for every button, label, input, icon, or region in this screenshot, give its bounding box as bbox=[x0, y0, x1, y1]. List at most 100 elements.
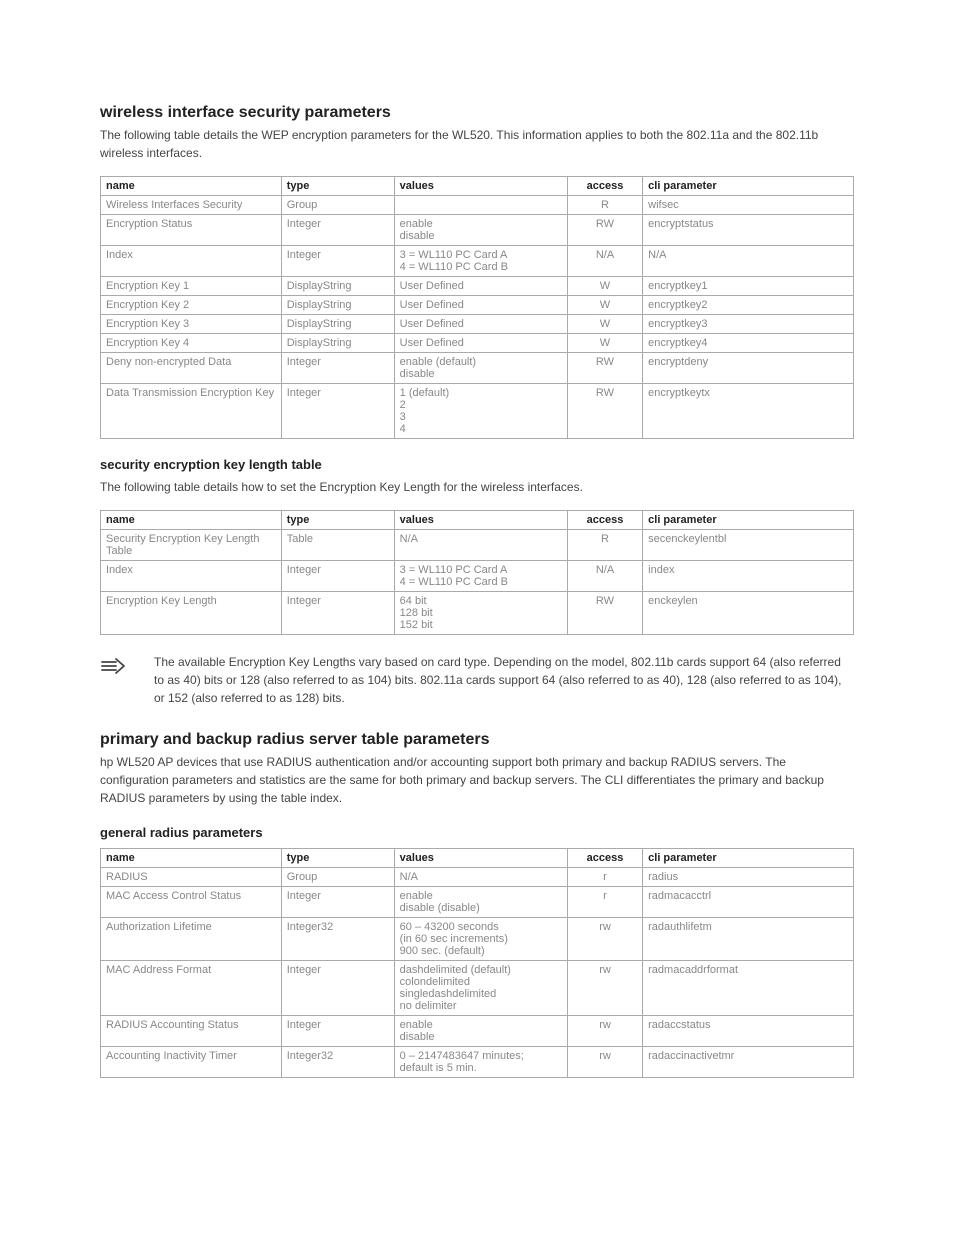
page-content: wireless interface security parameters T… bbox=[100, 104, 854, 1078]
td-name: MAC Address Format bbox=[101, 961, 282, 1016]
td-access: rw bbox=[567, 1016, 642, 1047]
table-row: Encryption Key 4DisplayStringUser Define… bbox=[101, 334, 854, 353]
td-access: W bbox=[567, 277, 642, 296]
table-key-length: name type values access cli parameter Se… bbox=[100, 510, 854, 635]
td-name: Encryption Key 1 bbox=[101, 277, 282, 296]
td-name: Accounting Inactivity Timer bbox=[101, 1047, 282, 1078]
td-values: dashdelimited (default) colondelimited s… bbox=[394, 961, 567, 1016]
td-access: W bbox=[567, 315, 642, 334]
th-cli: cli parameter bbox=[643, 849, 854, 868]
td-cli: radius bbox=[643, 868, 854, 887]
td-values: enable disable bbox=[394, 1016, 567, 1047]
section2-heading: security encryption key length table bbox=[100, 457, 854, 472]
td-cli: secenckeylentbl bbox=[643, 530, 854, 561]
note-text: The available Encryption Key Lengths var… bbox=[154, 653, 854, 707]
td-values: User Defined bbox=[394, 334, 567, 353]
td-access: RW bbox=[567, 215, 642, 246]
td-access: R bbox=[567, 196, 642, 215]
td-values bbox=[394, 196, 567, 215]
td-access: rw bbox=[567, 1047, 642, 1078]
td-cli: N/A bbox=[643, 246, 854, 277]
td-values: enable disable bbox=[394, 215, 567, 246]
td-cli: encryptkey3 bbox=[643, 315, 854, 334]
th-values: values bbox=[394, 177, 567, 196]
table-row: RADIUS Accounting StatusIntegerenable di… bbox=[101, 1016, 854, 1047]
td-type: Integer32 bbox=[281, 918, 394, 961]
table-row: IndexInteger3 = WL110 PC Card A 4 = WL11… bbox=[101, 561, 854, 592]
td-values: 64 bit 128 bit 152 bit bbox=[394, 592, 567, 635]
td-values: User Defined bbox=[394, 296, 567, 315]
th-name: name bbox=[101, 849, 282, 868]
td-name: Security Encryption Key Length Table bbox=[101, 530, 282, 561]
td-values: 3 = WL110 PC Card A 4 = WL110 PC Card B bbox=[394, 246, 567, 277]
td-name: Encryption Key Length bbox=[101, 592, 282, 635]
td-name: Deny non-encrypted Data bbox=[101, 353, 282, 384]
td-access: r bbox=[567, 868, 642, 887]
td-name: Encryption Status bbox=[101, 215, 282, 246]
td-cli: radaccinactivetmr bbox=[643, 1047, 854, 1078]
td-name: RADIUS Accounting Status bbox=[101, 1016, 282, 1047]
td-values: 3 = WL110 PC Card A 4 = WL110 PC Card B bbox=[394, 561, 567, 592]
table-row: Wireless Interfaces SecurityGroupRwifsec bbox=[101, 196, 854, 215]
table-header-row: name type values access cli parameter bbox=[101, 511, 854, 530]
td-access: N/A bbox=[567, 561, 642, 592]
td-type: Integer bbox=[281, 887, 394, 918]
th-values: values bbox=[394, 849, 567, 868]
td-access: W bbox=[567, 334, 642, 353]
td-values: N/A bbox=[394, 868, 567, 887]
td-cli: index bbox=[643, 561, 854, 592]
th-name: name bbox=[101, 511, 282, 530]
td-values: enable disable (disable) bbox=[394, 887, 567, 918]
td-cli: encryptstatus bbox=[643, 215, 854, 246]
table-header-row: name type values access cli parameter bbox=[101, 177, 854, 196]
td-type: Integer bbox=[281, 215, 394, 246]
th-access: access bbox=[567, 177, 642, 196]
table-row: MAC Address FormatIntegerdashdelimited (… bbox=[101, 961, 854, 1016]
th-type: type bbox=[281, 511, 394, 530]
td-values: N/A bbox=[394, 530, 567, 561]
td-cli: encryptkey1 bbox=[643, 277, 854, 296]
th-cli: cli parameter bbox=[643, 177, 854, 196]
th-cli: cli parameter bbox=[643, 511, 854, 530]
td-access: W bbox=[567, 296, 642, 315]
td-access: rw bbox=[567, 961, 642, 1016]
td-type: Integer bbox=[281, 384, 394, 439]
section3-heading: primary and backup radius server table p… bbox=[100, 731, 854, 749]
note-block: The available Encryption Key Lengths var… bbox=[100, 653, 854, 707]
td-access: RW bbox=[567, 353, 642, 384]
td-cli: encryptdeny bbox=[643, 353, 854, 384]
td-type: DisplayString bbox=[281, 315, 394, 334]
td-name: Encryption Key 2 bbox=[101, 296, 282, 315]
td-values: User Defined bbox=[394, 277, 567, 296]
td-type: Integer bbox=[281, 561, 394, 592]
th-type: type bbox=[281, 177, 394, 196]
section2-intro: The following table details how to set t… bbox=[100, 478, 854, 496]
td-cli: enckeylen bbox=[643, 592, 854, 635]
td-name: Index bbox=[101, 246, 282, 277]
table-row: Encryption Key 1DisplayStringUser Define… bbox=[101, 277, 854, 296]
td-type: Integer bbox=[281, 1016, 394, 1047]
section1-intro: The following table details the WEP encr… bbox=[100, 126, 854, 162]
td-name: MAC Access Control Status bbox=[101, 887, 282, 918]
table-row: Data Transmission Encryption KeyInteger1… bbox=[101, 384, 854, 439]
td-name: Data Transmission Encryption Key bbox=[101, 384, 282, 439]
td-cli: encryptkey4 bbox=[643, 334, 854, 353]
td-cli: radaccstatus bbox=[643, 1016, 854, 1047]
section3-intro: hp WL520 AP devices that use RADIUS auth… bbox=[100, 753, 854, 807]
table-radius: name type values access cli parameter RA… bbox=[100, 848, 854, 1078]
td-name: Encryption Key 3 bbox=[101, 315, 282, 334]
section4-heading: general radius parameters bbox=[100, 825, 854, 840]
td-name: Encryption Key 4 bbox=[101, 334, 282, 353]
td-type: Integer bbox=[281, 961, 394, 1016]
table-row: Accounting Inactivity TimerInteger320 – … bbox=[101, 1047, 854, 1078]
th-access: access bbox=[567, 849, 642, 868]
td-name: RADIUS bbox=[101, 868, 282, 887]
table-row: Encryption StatusIntegerenable disableRW… bbox=[101, 215, 854, 246]
td-access: rw bbox=[567, 918, 642, 961]
td-name: Wireless Interfaces Security bbox=[101, 196, 282, 215]
table-row: Deny non-encrypted DataIntegerenable (de… bbox=[101, 353, 854, 384]
td-type: Group bbox=[281, 196, 394, 215]
td-type: DisplayString bbox=[281, 277, 394, 296]
td-access: R bbox=[567, 530, 642, 561]
td-type: Integer32 bbox=[281, 1047, 394, 1078]
